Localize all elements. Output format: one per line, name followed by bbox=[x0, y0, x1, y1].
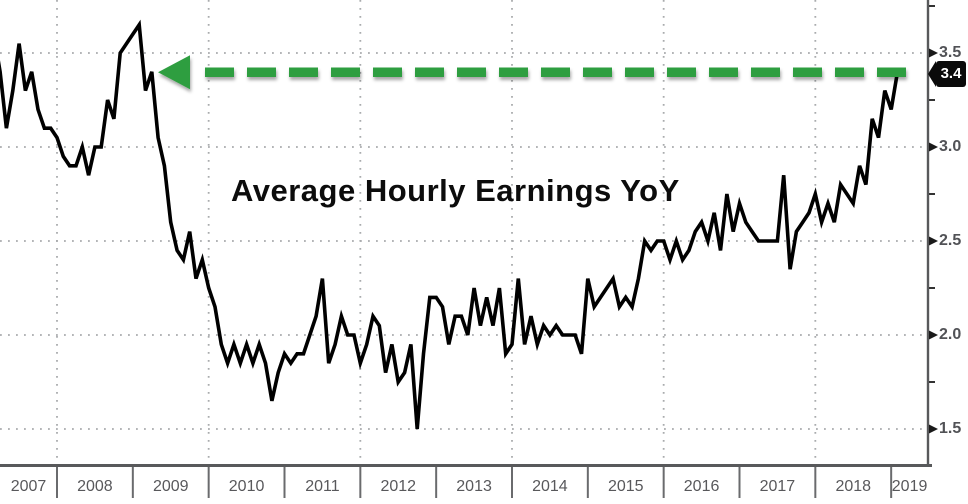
year-label-2010: 2010 bbox=[228, 478, 265, 495]
year-label-2013: 2013 bbox=[456, 478, 492, 495]
y-axis-label-2.5: 2.5 bbox=[939, 232, 962, 249]
chart-title: Average Hourly Earnings YoY bbox=[231, 173, 680, 208]
year-label-2008: 2008 bbox=[77, 478, 113, 495]
y-axis-label-1.5: 1.5 bbox=[939, 420, 962, 437]
year-label-2009: 2009 bbox=[152, 478, 189, 495]
last-price-tag: 3.4 bbox=[928, 61, 966, 87]
gridlines bbox=[0, 0, 927, 465]
y-tick-major-arrow-icon bbox=[929, 236, 938, 246]
y-tick-major-arrow-icon bbox=[929, 142, 938, 152]
tag-notch-icon bbox=[928, 61, 936, 87]
year-label-2015: 2015 bbox=[607, 478, 644, 495]
year-label-2018: 2018 bbox=[835, 478, 872, 495]
year-label-2016: 2016 bbox=[683, 478, 720, 495]
axes bbox=[0, 0, 938, 498]
data-series bbox=[0, 19, 900, 430]
y-axis-label-3.0: 3.0 bbox=[939, 138, 962, 155]
tag-value: 3.4 bbox=[940, 65, 962, 82]
year-label-2011: 2011 bbox=[305, 478, 340, 495]
data-line bbox=[0, 19, 900, 430]
year-label-2019: 2019 bbox=[891, 478, 928, 495]
y-tick-major-arrow-icon bbox=[929, 330, 938, 340]
y-axis-label-2.0: 2.0 bbox=[939, 326, 962, 343]
year-label-2017: 2017 bbox=[759, 478, 796, 495]
y-axis-label-3.5: 3.5 bbox=[939, 44, 962, 61]
left-arrow-icon bbox=[158, 55, 190, 90]
year-label-2007: 2007 bbox=[10, 478, 47, 495]
year-label-2012: 2012 bbox=[380, 478, 417, 495]
y-tick-major-arrow-icon bbox=[929, 48, 938, 58]
trend-annotation bbox=[158, 55, 906, 90]
year-label-2014: 2014 bbox=[532, 478, 568, 495]
y-tick-major-arrow-icon bbox=[929, 424, 938, 434]
